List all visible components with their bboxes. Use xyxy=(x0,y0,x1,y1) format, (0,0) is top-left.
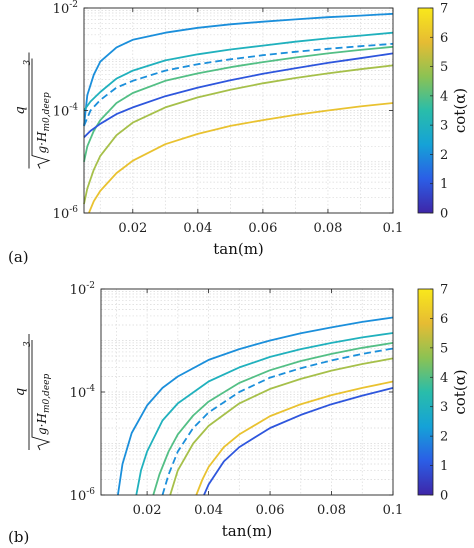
series-line xyxy=(83,52,394,138)
x-tick-label: 0.02 xyxy=(133,503,162,518)
colorbar-tick-label: 4 xyxy=(440,371,448,386)
series-line xyxy=(83,12,394,126)
x-axis: 0.02 0.04 0.06 0.08 0.1 tan(m) xyxy=(118,8,403,258)
x-tick-label: 0.06 xyxy=(248,221,277,236)
plot-area xyxy=(101,289,393,495)
series-line xyxy=(169,357,394,496)
y-axis-label: q g·Hm0,deep 3 xyxy=(13,52,52,169)
colorbar-gradient xyxy=(417,288,434,496)
series-line xyxy=(83,64,394,205)
colorbar-tick-label: 2 xyxy=(440,430,448,445)
colorbar-tick-label: 5 xyxy=(440,60,448,75)
colorbar-tick-label: 7 xyxy=(440,2,448,17)
y-tick-label: 10-4 xyxy=(53,103,79,120)
y-tick-label: 10-2 xyxy=(53,0,78,17)
y-tick-label: 10-4 xyxy=(70,384,96,401)
colorbar-tick-label: 6 xyxy=(440,31,448,46)
colorbar-tick-label: 1 xyxy=(440,459,448,474)
y-axis: 10-6 10-4 10-2 xyxy=(53,0,393,222)
y-label-numerator: q xyxy=(13,106,28,114)
colorbar: 0 1 2 3 4 5 6 7 cot(α) xyxy=(417,283,469,504)
colorbar-tick-label: 3 xyxy=(440,400,448,415)
y-label-denominator: g·Hm0,deep xyxy=(35,373,52,435)
series-line xyxy=(88,102,394,214)
series-line xyxy=(83,31,394,112)
x-tick-label: 0.04 xyxy=(194,503,223,518)
chart-panel-b: 0.02 0.04 0.06 0.08 0.1 tan(m) 10-6 10-4 10-2 q g·… xyxy=(8,281,469,546)
y-axis: 10-6 10-4 10-2 xyxy=(70,281,393,504)
y-label-sqrt-sign xyxy=(31,340,51,451)
x-tick-label: 0.04 xyxy=(183,221,212,236)
chart-panel-a: 0.02 0.04 0.06 0.08 0.1 tan(m) 10-6 10-4 10-2 q g·… xyxy=(8,0,469,266)
series-line xyxy=(117,316,394,496)
colorbar-label: cot(α) xyxy=(451,369,469,414)
colorbar-label: cot(α) xyxy=(451,88,469,133)
x-tick-label: 0.02 xyxy=(118,221,147,236)
x-tick-label: 0.06 xyxy=(256,503,285,518)
y-tick-label: 10-2 xyxy=(70,281,95,298)
colorbar-tick-label: 6 xyxy=(440,312,448,327)
x-tick-label: 0.1 xyxy=(383,503,404,518)
colorbar-tick-label: 4 xyxy=(440,89,448,104)
y-label-sqrt-sign xyxy=(31,58,51,169)
x-tick-label: 0.08 xyxy=(317,503,346,518)
x-axis-label: tan(m) xyxy=(213,240,264,258)
y-label-power: 3 xyxy=(23,341,33,347)
colorbar-gradient xyxy=(417,7,434,214)
grid xyxy=(101,289,393,495)
panel-label: (a) xyxy=(8,248,29,266)
y-label-power: 3 xyxy=(23,60,33,66)
series-line xyxy=(135,332,394,496)
colorbar-tick-label: 5 xyxy=(440,341,448,356)
y-tick-label: 10-6 xyxy=(70,487,96,504)
series-line xyxy=(195,380,394,496)
grid xyxy=(84,8,393,213)
panel-label: (b) xyxy=(8,528,29,546)
y-label-denominator: g·Hm0,deep xyxy=(35,92,52,154)
colorbar: 0 1 2 3 4 5 6 7 cot(α) xyxy=(417,2,469,222)
x-axis-label: tan(m) xyxy=(222,522,273,540)
colorbar-tick-label: 7 xyxy=(440,283,448,298)
colorbar-tick-label: 0 xyxy=(440,207,448,222)
colorbar-tick-label: 1 xyxy=(440,177,448,192)
y-axis-label: q g·Hm0,deep 3 xyxy=(13,334,52,451)
series-line xyxy=(83,42,394,127)
series-group xyxy=(83,12,394,214)
series-line xyxy=(152,342,394,496)
colorbar-tick-label: 2 xyxy=(440,148,448,163)
x-axis: 0.02 0.04 0.06 0.08 0.1 tan(m) xyxy=(133,289,404,540)
y-label-numerator: q xyxy=(13,388,28,396)
colorbar-tick-label: 3 xyxy=(440,119,448,134)
colorbar-tick-label: 0 xyxy=(440,489,448,504)
series-group xyxy=(117,316,394,496)
series-line xyxy=(203,387,394,496)
series-line xyxy=(83,45,394,162)
y-tick-label: 10-6 xyxy=(53,205,79,222)
x-tick-label: 0.08 xyxy=(313,221,342,236)
series-line xyxy=(161,347,394,496)
x-tick-label: 0.1 xyxy=(383,221,404,236)
